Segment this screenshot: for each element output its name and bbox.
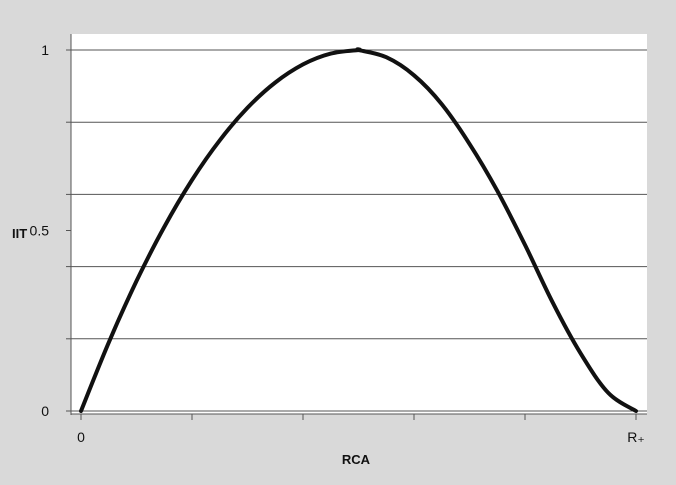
data-point [163, 226, 165, 228]
x-axis-title: RCA [342, 452, 371, 467]
x-axis-ticks: 0 R₊ [77, 414, 645, 445]
data-point [524, 244, 526, 246]
data-point [385, 56, 387, 58]
data-point [635, 410, 637, 412]
data-point [580, 352, 581, 354]
data-point [330, 53, 332, 55]
y-tick-label: 0.5 [30, 223, 50, 239]
data-point [247, 107, 248, 109]
data-point [496, 190, 498, 192]
data-point [441, 103, 443, 105]
y-axis-title: IIT [12, 226, 27, 241]
y-tick-label: 1 [41, 42, 49, 58]
data-point [274, 81, 276, 83]
data-point [219, 139, 221, 141]
series-line [79, 47, 638, 413]
data-point [607, 392, 609, 394]
data-point [80, 410, 82, 412]
data-point [469, 143, 470, 145]
series-points [80, 49, 637, 412]
data-point [136, 280, 137, 282]
x-tick-label: R₊ [627, 429, 645, 445]
x-tick-label: 0 [77, 429, 85, 445]
data-point [108, 341, 110, 343]
data-point [302, 63, 304, 65]
y-axis-ticks: 00.51 [30, 42, 71, 419]
data-point [552, 302, 554, 304]
plot-area [71, 34, 647, 414]
data-point [413, 74, 415, 76]
data-point [191, 179, 193, 181]
y-tick-label: 0 [41, 403, 49, 419]
data-point [358, 49, 359, 51]
